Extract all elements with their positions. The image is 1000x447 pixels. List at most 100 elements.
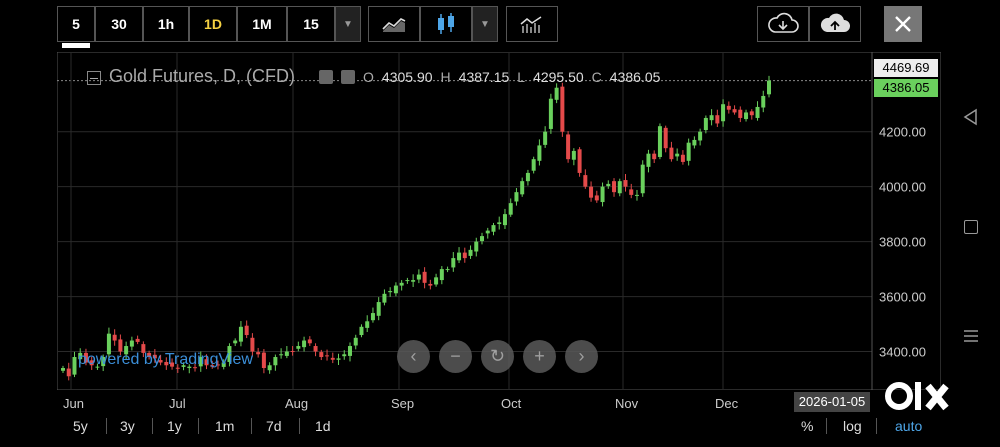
candle-body <box>462 252 467 259</box>
candle-body <box>399 282 404 286</box>
candle-body <box>221 362 226 367</box>
candle-body <box>347 346 352 356</box>
candle-body <box>652 153 657 160</box>
candle-body <box>485 230 490 234</box>
cloud-download-button[interactable] <box>757 6 809 42</box>
candle-body <box>646 153 651 167</box>
interval-1m-button[interactable]: 1M <box>237 6 287 42</box>
zoom-in-button[interactable]: + <box>523 340 556 373</box>
period-1y[interactable]: 1y <box>167 418 182 434</box>
log-scale-toggle[interactable]: log <box>843 418 862 434</box>
last-price-tag: 4386.05 <box>874 79 938 97</box>
cloud-upload-button[interactable] <box>809 6 861 42</box>
candle-body <box>617 181 622 194</box>
candle-body <box>428 283 433 286</box>
settings-icon[interactable] <box>319 69 334 84</box>
candle-body <box>445 269 450 271</box>
reset-button[interactable]: ↻ <box>481 340 514 373</box>
interval-30-button[interactable]: 30 <box>95 6 143 42</box>
y-tick-label: 3800.00 <box>879 235 926 250</box>
candle-body <box>600 186 605 203</box>
indicators-icon <box>520 16 542 33</box>
legend-collapse-icon[interactable] <box>87 70 101 85</box>
candle-body <box>118 339 123 352</box>
interval-1h-button[interactable]: 1h <box>143 6 189 42</box>
candle-body <box>744 112 749 120</box>
candle-body <box>663 127 668 149</box>
recents-menu-icon[interactable] <box>962 328 980 344</box>
back-triangle-icon[interactable] <box>962 108 980 126</box>
candle-body <box>124 346 129 355</box>
open-label: O <box>363 68 374 85</box>
candle-body <box>204 359 209 366</box>
interval-1d-button[interactable]: 1D <box>189 6 237 42</box>
candle-body <box>623 180 628 187</box>
candle-body <box>755 106 760 118</box>
candle-body <box>761 95 766 108</box>
candle-body <box>405 280 410 282</box>
candle-body <box>703 117 708 131</box>
home-square-icon[interactable] <box>964 220 978 234</box>
candle-body <box>284 351 289 356</box>
candle-body <box>560 86 565 132</box>
low-label: L <box>517 68 526 85</box>
candle-body <box>187 366 192 369</box>
candle-body <box>657 126 662 157</box>
candle-body <box>411 280 416 282</box>
minus-icon: − <box>450 346 461 366</box>
x-tick-label: Oct <box>501 396 522 411</box>
close-label: C <box>591 68 602 85</box>
candle-body <box>152 354 157 359</box>
candle-body <box>571 150 576 160</box>
interval-label: 1D <box>204 16 222 32</box>
candle-body <box>566 134 571 160</box>
interval-15-button[interactable]: 15 <box>287 6 335 42</box>
indicators-button[interactable] <box>506 6 558 42</box>
scroll-left-button[interactable]: ‹ <box>397 340 430 373</box>
candle-body <box>170 362 175 367</box>
auto-scale-toggle[interactable]: auto <box>895 418 923 434</box>
period-5y[interactable]: 5y <box>73 418 88 434</box>
scroll-right-button[interactable]: › <box>565 340 598 373</box>
candle-body <box>721 104 726 122</box>
period-1m[interactable]: 1m <box>215 418 235 434</box>
y-tick-label: 3600.00 <box>879 290 926 305</box>
low-value: 4295.50 <box>533 68 584 85</box>
candle-body <box>210 365 215 367</box>
candle-body <box>537 145 542 161</box>
candle-body <box>583 175 588 187</box>
interval-label: 5 <box>72 16 80 32</box>
candle-body <box>520 181 525 195</box>
active-indicator <box>62 43 90 48</box>
close-button[interactable] <box>884 6 922 42</box>
candle-body <box>135 338 140 342</box>
candle-body <box>376 302 381 316</box>
candle-body <box>198 357 203 367</box>
candle-body <box>359 326 364 336</box>
cloud-download-icon <box>768 12 799 33</box>
candle-body <box>715 115 720 124</box>
period-3y[interactable]: 3y <box>120 418 135 434</box>
candle-body <box>497 222 502 225</box>
candle-body <box>382 293 387 303</box>
candlestick-button[interactable] <box>420 6 472 42</box>
candle-body <box>158 360 163 363</box>
chart-type-dropdown-caret[interactable]: ▼ <box>472 6 498 42</box>
high-price-tag: 4469.69 <box>874 59 938 77</box>
line-chart-button[interactable] <box>368 6 420 42</box>
candle-body <box>612 181 617 193</box>
period-7d[interactable]: 7d <box>266 418 282 434</box>
candle-body <box>680 154 685 162</box>
candle-body <box>78 352 83 360</box>
candle-body <box>72 357 77 375</box>
interval-5-button[interactable]: 5 <box>57 6 95 42</box>
tradingview-watermark[interactable]: powered by TradingView <box>78 351 253 368</box>
eye-icon[interactable] <box>341 69 356 84</box>
interval-dropdown-caret[interactable]: ▼ <box>335 6 361 42</box>
price-chart[interactable]: 3400.00 3600.00 3800.00 4000.00 4200.00 <box>57 52 941 390</box>
candle-body <box>296 346 301 349</box>
period-1d[interactable]: 1d <box>315 418 331 434</box>
percent-scale-toggle[interactable]: % <box>801 418 814 434</box>
zoom-out-button[interactable]: − <box>439 340 472 373</box>
candle-body <box>692 139 697 146</box>
